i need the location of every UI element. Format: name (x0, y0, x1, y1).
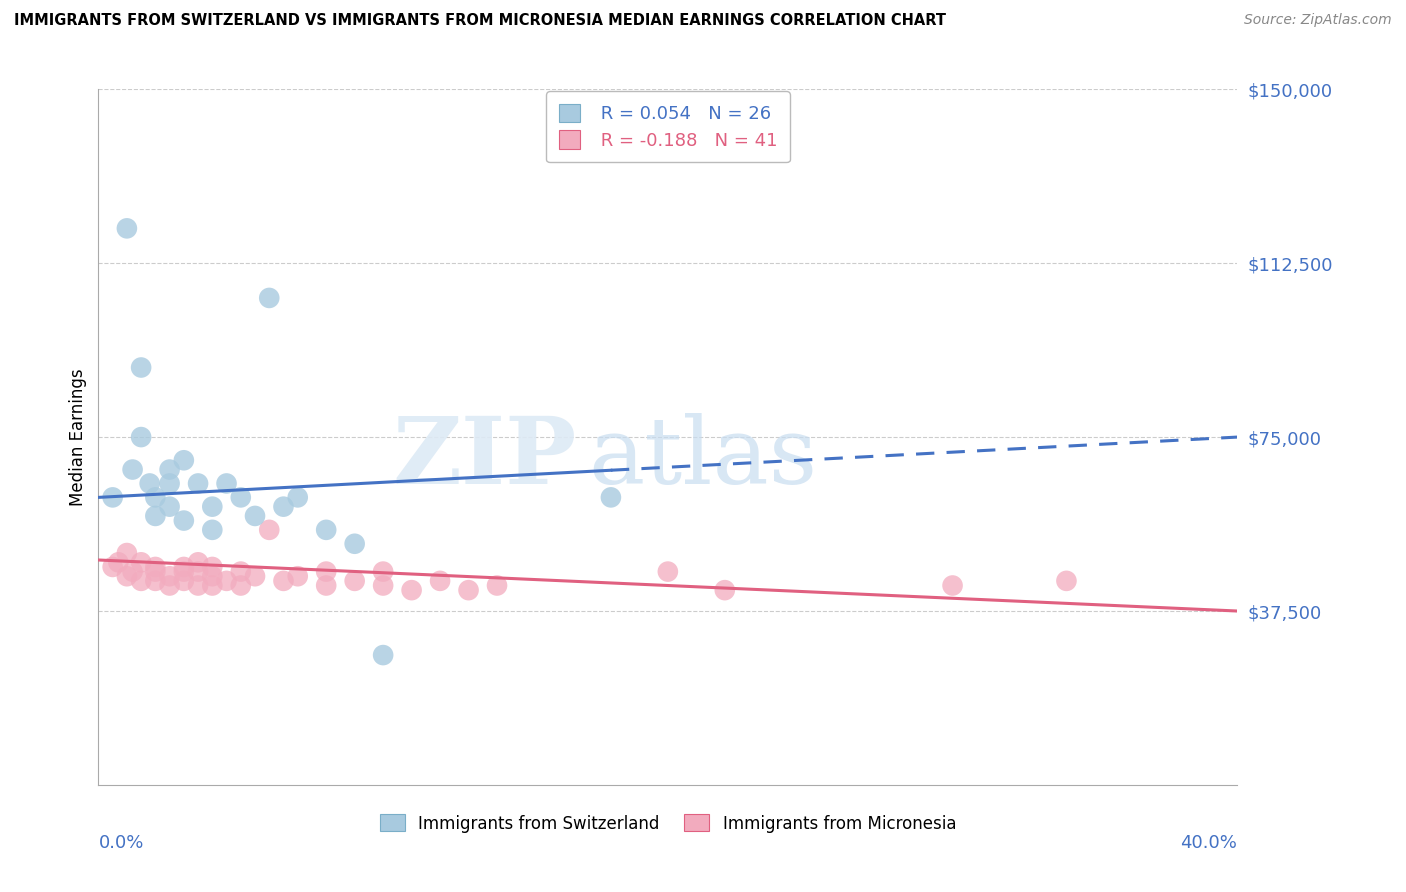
Point (215, 476, 238, 491)
Point (273, 574, 295, 588)
Point (129, 430, 152, 444)
Point (129, 555, 152, 569)
Point (173, 565, 195, 579)
Point (173, 453, 195, 467)
Point (942, 578, 965, 592)
Point (101, 491, 124, 505)
Point (145, 574, 167, 588)
Point (145, 560, 167, 574)
Point (243, 508, 266, 523)
Point (201, 569, 224, 583)
Point (173, 514, 195, 528)
Point (315, 578, 337, 592)
Text: ZIP: ZIP (392, 413, 576, 503)
Text: 0.0%: 0.0% (98, 834, 143, 852)
Point (215, 574, 238, 588)
Point (657, 565, 679, 579)
Point (401, 583, 423, 598)
Legend: Immigrants from Switzerland, Immigrants from Micronesia: Immigrants from Switzerland, Immigrants … (373, 808, 963, 839)
Point (159, 569, 181, 583)
Point (115, 569, 138, 583)
Point (429, 574, 451, 588)
Point (373, 578, 395, 592)
Point (243, 569, 266, 583)
Text: atlas: atlas (588, 413, 817, 503)
Point (159, 500, 181, 514)
Point (129, 360, 152, 375)
Point (121, 565, 143, 579)
Point (373, 648, 395, 662)
Point (173, 560, 195, 574)
Point (159, 462, 181, 476)
Point (138, 476, 160, 491)
Point (315, 523, 337, 537)
Point (287, 569, 309, 583)
Point (201, 500, 224, 514)
Point (145, 491, 167, 505)
Y-axis label: Median Earnings: Median Earnings (69, 368, 87, 506)
Point (115, 221, 138, 235)
Point (229, 578, 252, 592)
Point (229, 565, 252, 579)
Point (145, 565, 167, 579)
Point (229, 491, 252, 505)
Point (201, 560, 224, 574)
Point (115, 546, 138, 560)
Point (107, 555, 129, 569)
Point (145, 508, 167, 523)
Text: Source: ZipAtlas.com: Source: ZipAtlas.com (1244, 13, 1392, 28)
Point (159, 578, 181, 592)
Point (101, 560, 124, 574)
Point (373, 565, 395, 579)
Point (714, 583, 737, 598)
Point (315, 565, 337, 579)
Point (259, 291, 281, 305)
Point (173, 574, 195, 588)
Text: IMMIGRANTS FROM SWITZERLAND VS IMMIGRANTS FROM MICRONESIA MEDIAN EARNINGS CORREL: IMMIGRANTS FROM SWITZERLAND VS IMMIGRANT… (14, 13, 946, 29)
Point (343, 537, 366, 551)
Point (457, 583, 479, 598)
Point (486, 578, 509, 592)
Point (187, 565, 209, 579)
Point (159, 476, 181, 491)
Point (343, 574, 366, 588)
Point (273, 500, 295, 514)
Point (187, 555, 209, 569)
Point (201, 578, 224, 592)
Point (129, 574, 152, 588)
Point (600, 491, 623, 505)
Point (201, 523, 224, 537)
Point (259, 523, 281, 537)
Point (187, 578, 209, 592)
Point (121, 462, 143, 476)
Point (187, 476, 209, 491)
Point (1056, 574, 1078, 588)
Text: 40.0%: 40.0% (1181, 834, 1237, 852)
Point (287, 491, 309, 505)
